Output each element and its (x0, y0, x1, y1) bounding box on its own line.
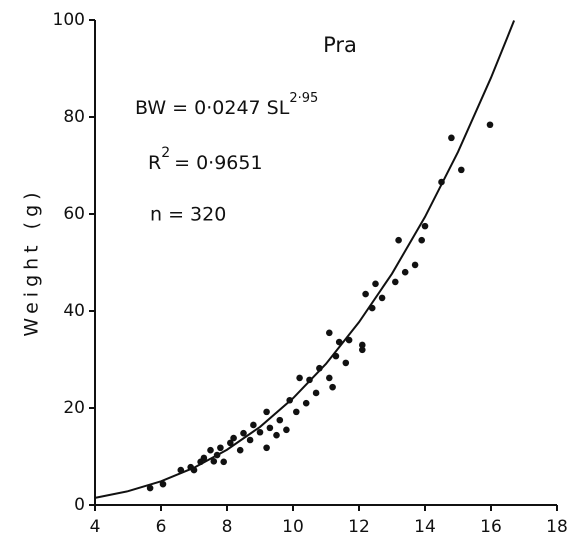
data-point (240, 429, 247, 437)
equation: BW = 0·0247 SL2·95 (135, 91, 318, 119)
data-point (266, 424, 274, 432)
y-tick-label: 40 (63, 301, 85, 321)
data-point (411, 261, 419, 269)
y-axis-label: Weight (g) (21, 187, 43, 336)
data-point (177, 466, 185, 474)
chart-title: Pra (323, 33, 357, 57)
data-point (418, 236, 426, 244)
data-point (378, 294, 386, 302)
data-point (448, 134, 455, 142)
data-point (302, 399, 310, 407)
y-tick-label: 80 (63, 107, 85, 127)
data-point (359, 346, 366, 354)
data-point (230, 434, 237, 442)
data-point (246, 436, 254, 444)
data-point (438, 178, 445, 186)
data-point (421, 222, 429, 230)
data-point (395, 236, 402, 244)
data-point (236, 446, 244, 454)
y-tick-label: 60 (63, 204, 85, 224)
data-point (368, 304, 376, 312)
x-tick-label: 12 (348, 517, 370, 537)
x-tick-label: 10 (282, 517, 304, 537)
data-point (312, 389, 320, 397)
data-point (207, 446, 214, 454)
data-point (306, 376, 313, 384)
data-point (217, 444, 224, 452)
fit-curve (94, 20, 516, 499)
data-point (159, 480, 167, 488)
data-point (372, 280, 379, 288)
x-tick-label: 18 (546, 517, 568, 537)
data-point (190, 466, 198, 474)
data-point (213, 451, 221, 459)
data-point (342, 359, 350, 367)
data-point (486, 121, 494, 129)
data-point (250, 421, 257, 429)
r-squared: R2 = 0·9651 (148, 145, 263, 174)
y-tick-label: 100 (53, 10, 85, 30)
data-point (329, 383, 336, 391)
data-point (401, 268, 409, 276)
r2-value: = 0·9651 (174, 152, 262, 174)
data-point (256, 428, 264, 436)
data-point (359, 341, 366, 349)
x-tick-label: 16 (480, 517, 502, 537)
data-point (335, 338, 343, 346)
data-point (276, 416, 284, 424)
data-point (316, 364, 323, 372)
data-point (286, 396, 294, 404)
equation-exponent: 2·95 (289, 91, 318, 106)
data-point (326, 329, 333, 337)
data-point (227, 439, 234, 447)
data-point (263, 408, 270, 416)
r2-exponent: 2 (161, 145, 170, 161)
data-point (458, 166, 465, 174)
data-point (283, 426, 290, 434)
data-point (362, 290, 369, 298)
data-point (200, 454, 208, 462)
y-tick-label: 20 (63, 398, 85, 418)
data-point (220, 458, 227, 466)
data-point (345, 336, 353, 344)
data-point (332, 352, 340, 360)
x-tick-label: 14 (414, 517, 436, 537)
data-point (392, 278, 399, 286)
r2-base: R (148, 152, 161, 174)
y-tick-label: 0 (74, 495, 85, 515)
data-point (210, 458, 218, 465)
equation-text: BW = 0·0247 SL (135, 97, 290, 119)
x-tick-label: 4 (90, 517, 101, 537)
data-point (296, 374, 303, 382)
sample-size: n = 320 (150, 204, 226, 226)
x-tick-label: 8 (222, 517, 233, 537)
data-point (146, 484, 154, 492)
x-tick-label: 6 (156, 517, 167, 537)
data-point (326, 374, 333, 382)
data-point (293, 408, 300, 416)
data-point (263, 444, 270, 452)
data-point (273, 431, 280, 439)
